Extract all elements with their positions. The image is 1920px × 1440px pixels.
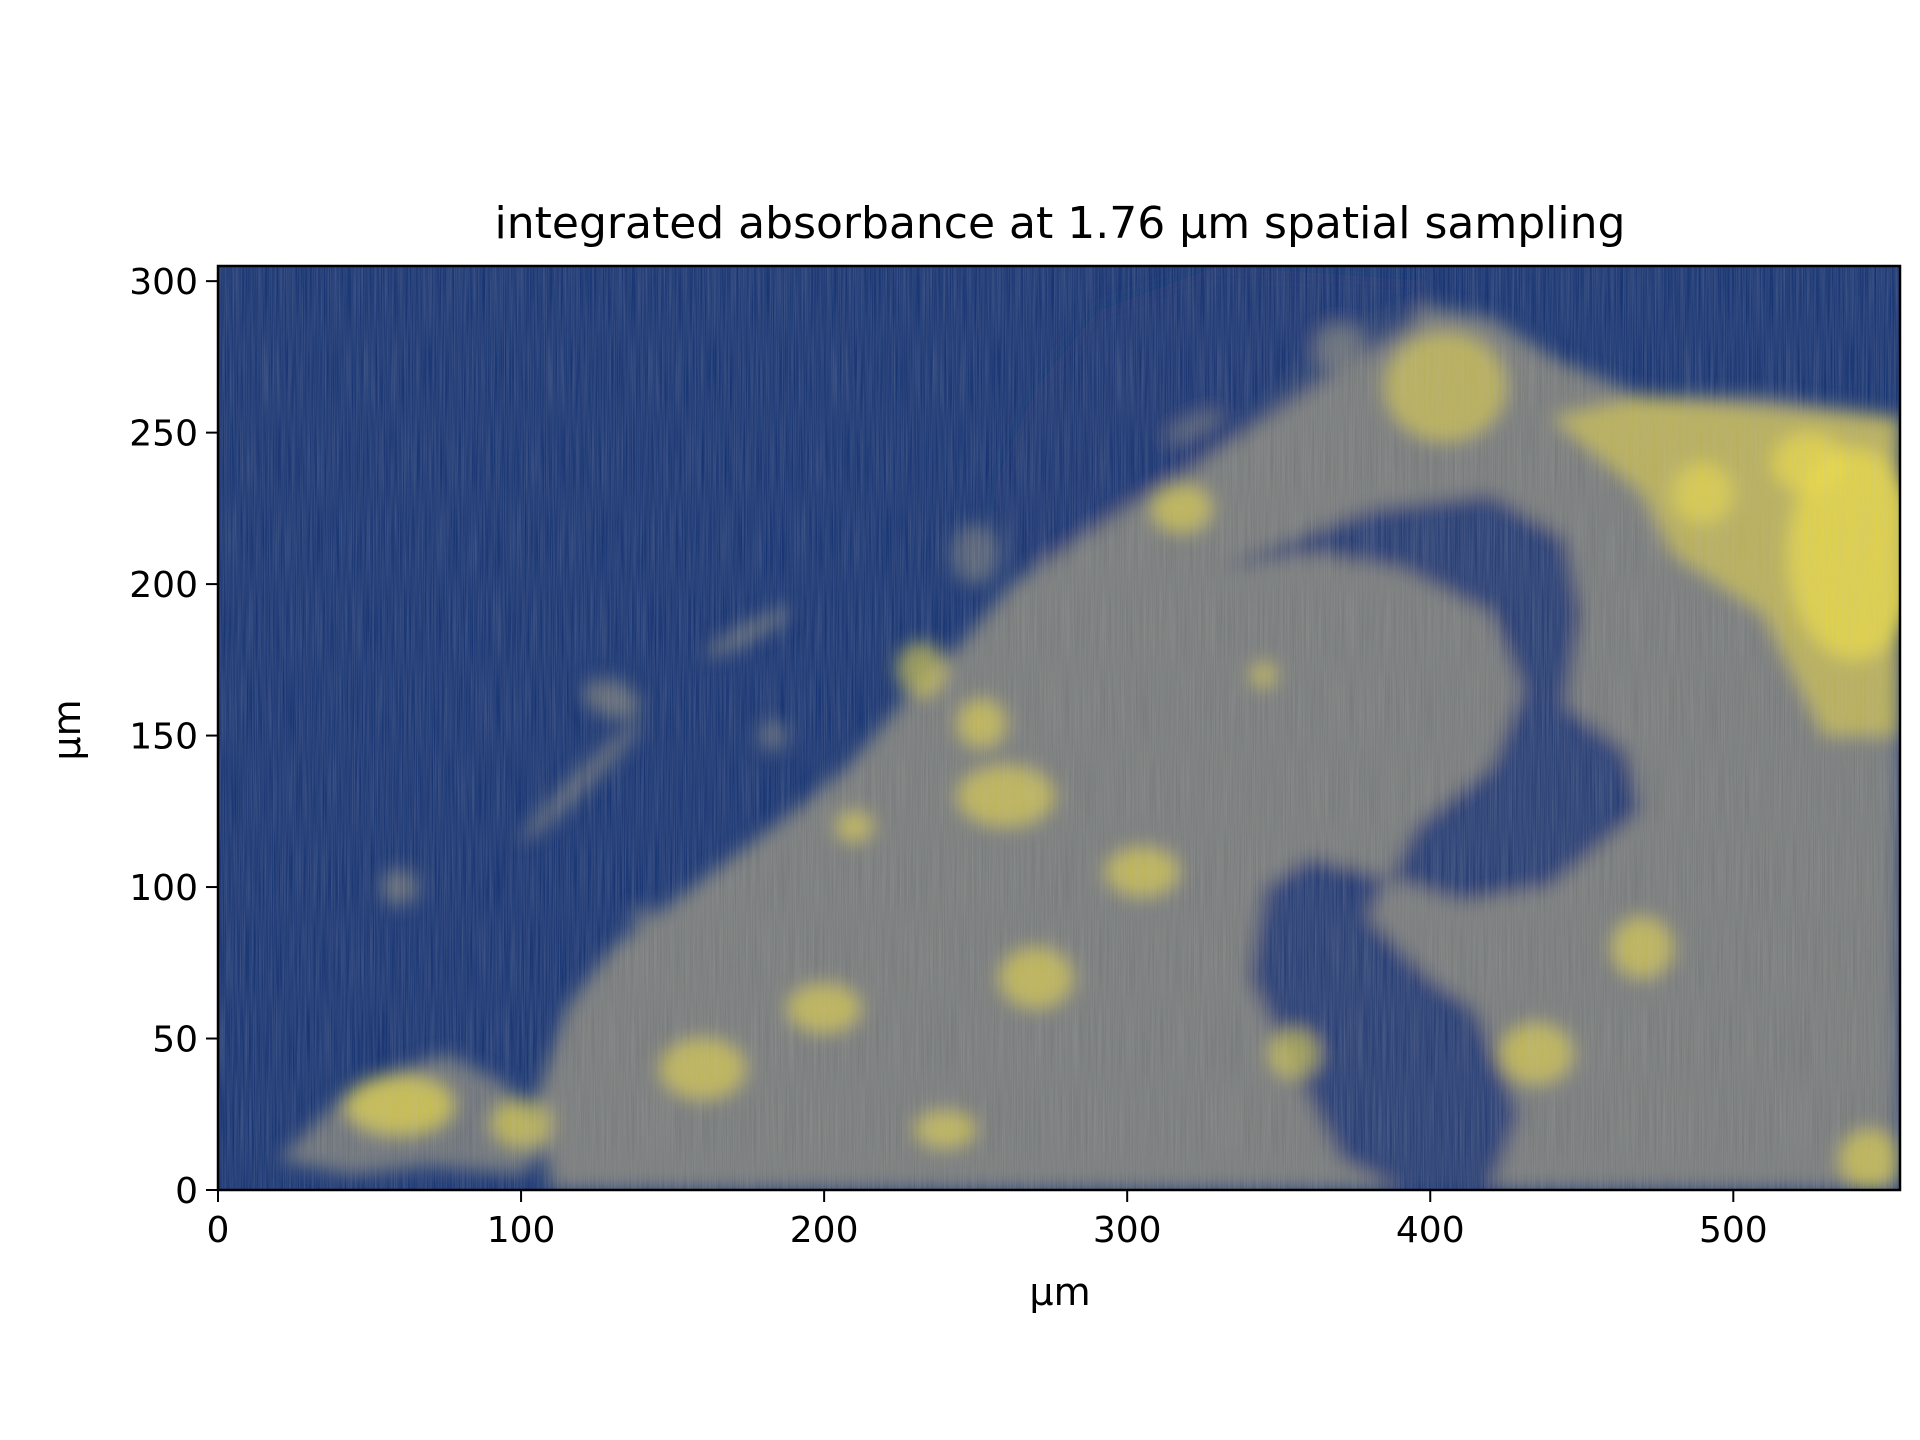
x-tick-label: 400 xyxy=(1396,1210,1465,1251)
y-tick-label: 100 xyxy=(129,868,198,909)
plot-frame xyxy=(216,264,1902,1192)
heatmap-image xyxy=(218,266,1900,1190)
x-tick-label: 100 xyxy=(487,1210,556,1251)
x-axis-label: µm xyxy=(1029,1270,1090,1314)
x-tick-label: 0 xyxy=(207,1210,230,1251)
chart-title: integrated absorbance at 1.76 µm spatial… xyxy=(495,198,1626,249)
x-tick-label: 300 xyxy=(1093,1210,1162,1251)
heatmap-grain xyxy=(218,266,1900,1190)
y-tick-label: 150 xyxy=(129,717,198,758)
y-tick-label: 300 xyxy=(129,262,198,303)
y-tick-label: 0 xyxy=(175,1171,198,1212)
y-tick-label: 50 xyxy=(152,1020,198,1061)
x-tick-label: 200 xyxy=(790,1210,859,1251)
y-axis-label: µm xyxy=(45,699,89,760)
y-tick-label: 250 xyxy=(129,414,198,455)
x-tick-label: 500 xyxy=(1699,1210,1768,1251)
x-axis: 0 100 200 300 400 500 xyxy=(207,1190,1768,1251)
y-axis: 0 50 100 150 200 250 300 xyxy=(129,262,218,1212)
y-tick-label: 200 xyxy=(129,565,198,606)
